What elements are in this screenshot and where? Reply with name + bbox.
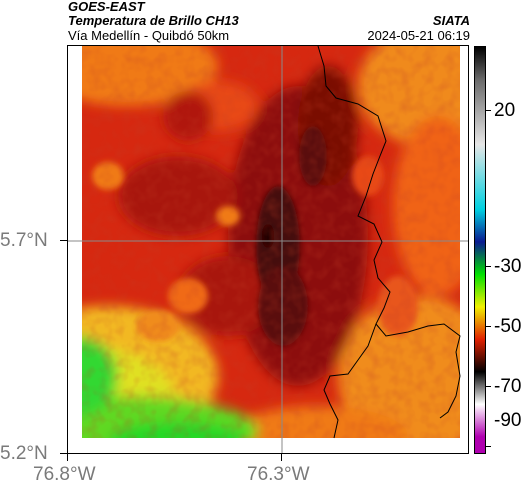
lon-label-76.8: 76.8°W xyxy=(33,464,96,485)
colorbar-label-minus30: -30 xyxy=(494,256,522,277)
colorbar-tick-minus70 xyxy=(486,386,491,387)
colorbar-tick-20 xyxy=(486,110,491,111)
colorbar-tick-minus30 xyxy=(486,266,491,267)
brightness-temperature-map xyxy=(67,45,469,454)
colorbar-label-20: 20 xyxy=(494,100,516,121)
region-label: Vía Medellín - Quibdó 50km xyxy=(68,28,230,43)
colorbar-label-minus50: -50 xyxy=(494,316,522,337)
timestamp-label: 2024-05-21 06:19 xyxy=(367,28,470,43)
lon-label-76.3: 76.3°W xyxy=(247,464,310,485)
map-canvas xyxy=(68,46,468,453)
lat-tick-5.2 xyxy=(60,453,67,454)
lon-tick-76.3 xyxy=(281,454,282,461)
product-title: Temperatura de Brillo CH13 xyxy=(68,13,239,28)
department-border xyxy=(317,46,461,439)
temperature-colorbar xyxy=(474,46,486,454)
colorbar-label-minus90: -90 xyxy=(494,410,522,431)
lat-tick-5.7 xyxy=(60,240,67,241)
colorbar-tick-minus50 xyxy=(486,326,491,327)
agency-label: SIATA xyxy=(432,13,470,28)
lat-label-5.2: 5.2°N xyxy=(0,443,48,464)
lon-tick-76.8 xyxy=(67,454,68,461)
lat-label-5.7: 5.7°N xyxy=(0,230,48,251)
colorbar-tick-minus90 xyxy=(486,446,491,447)
colorbar-label-minus70: -70 xyxy=(494,376,522,397)
satellite-title: GOES-EAST xyxy=(68,0,145,14)
